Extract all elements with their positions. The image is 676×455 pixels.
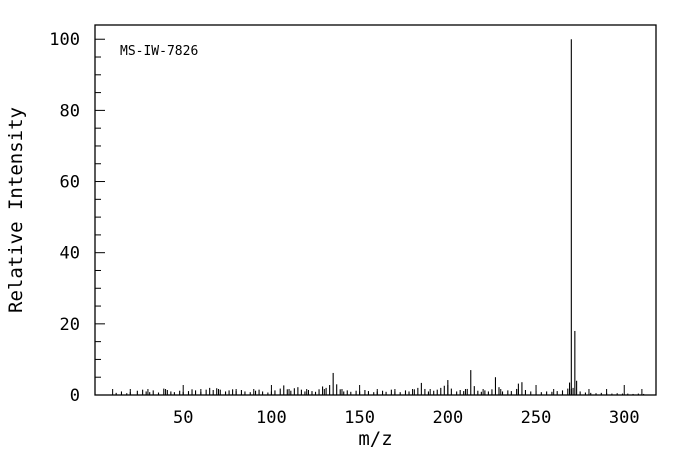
y-tick-label: 40 (60, 244, 80, 264)
y-tick-label: 80 (60, 101, 80, 121)
y-tick-label: 100 (49, 30, 80, 50)
y-axis-label: Relative Intensity (5, 107, 27, 313)
x-tick-label: 100 (256, 408, 287, 428)
x-tick-label: 200 (432, 408, 463, 428)
x-tick-label: 250 (521, 408, 552, 428)
x-tick-label: 150 (344, 408, 375, 428)
chart-annotation-label: MS-IW-7826 (120, 44, 198, 59)
x-tick-label: 50 (173, 408, 193, 428)
y-tick-label: 0 (70, 386, 80, 406)
y-tick-label: 60 (60, 173, 80, 193)
x-axis-label: m/z (358, 428, 392, 450)
y-tick-label: 20 (60, 315, 80, 335)
x-tick-label: 300 (609, 408, 640, 428)
mass-spectrum-chart: 50 100 150 200 250 300 0 20 40 60 80 100 m/z Relative… (0, 0, 676, 455)
